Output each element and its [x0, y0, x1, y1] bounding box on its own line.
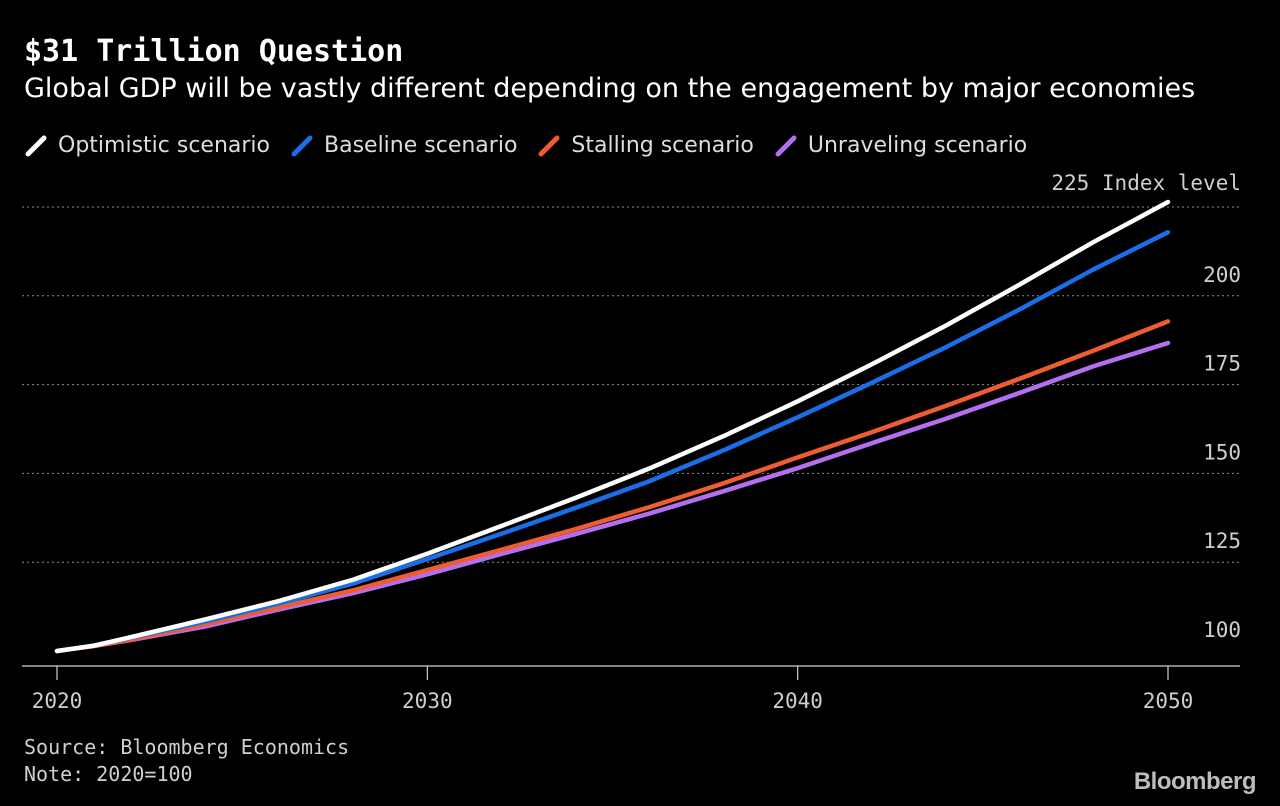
- stalling-scenario-line: [54, 319, 1171, 654]
- source-note: Source: Bloomberg Economics: [24, 735, 350, 759]
- y-tick-label: 125: [1203, 529, 1241, 553]
- chart-title: $31 Trillion Question: [24, 34, 404, 69]
- optimistic-scenario-line: [54, 199, 1171, 654]
- legend-item: Baseline scenario: [290, 132, 517, 158]
- y-tick-label: 175: [1203, 352, 1241, 376]
- y-tick-label: 100: [1203, 618, 1241, 642]
- legend-item: Stalling scenario: [537, 132, 754, 158]
- legend-swatch: [25, 135, 47, 157]
- legend-label: Stalling scenario: [571, 132, 754, 158]
- y-tick-label: 225 Index level: [1051, 171, 1241, 195]
- y-tick-label: 200: [1203, 263, 1241, 287]
- bloomberg-logo: Bloomberg: [1133, 768, 1257, 795]
- legend-item: Optimistic scenario: [24, 132, 270, 158]
- legend-swatch: [291, 135, 313, 157]
- legend-label: Baseline scenario: [324, 132, 518, 158]
- legend-item: Unraveling scenario: [774, 132, 1027, 158]
- x-tick-label: 2030: [402, 689, 453, 713]
- y-tick-label: 150: [1203, 440, 1241, 464]
- legend-swatch: [775, 135, 797, 157]
- x-tick-label: 2050: [1143, 689, 1194, 713]
- x-tick-label: 2040: [772, 689, 823, 713]
- legend-label: Unraveling scenario: [807, 132, 1028, 158]
- unraveling-scenario-line: [54, 340, 1171, 654]
- legend: Optimistic scenario Baseline scenario Stal…: [24, 128, 1047, 162]
- data-note: Note: 2020=100: [24, 762, 193, 786]
- x-tick-label: 2020: [32, 689, 83, 713]
- legend-label: Optimistic scenario: [58, 132, 270, 158]
- legend-swatch: [538, 135, 560, 157]
- chart-subtitle: Global GDP will be vastly different depe…: [24, 73, 1196, 104]
